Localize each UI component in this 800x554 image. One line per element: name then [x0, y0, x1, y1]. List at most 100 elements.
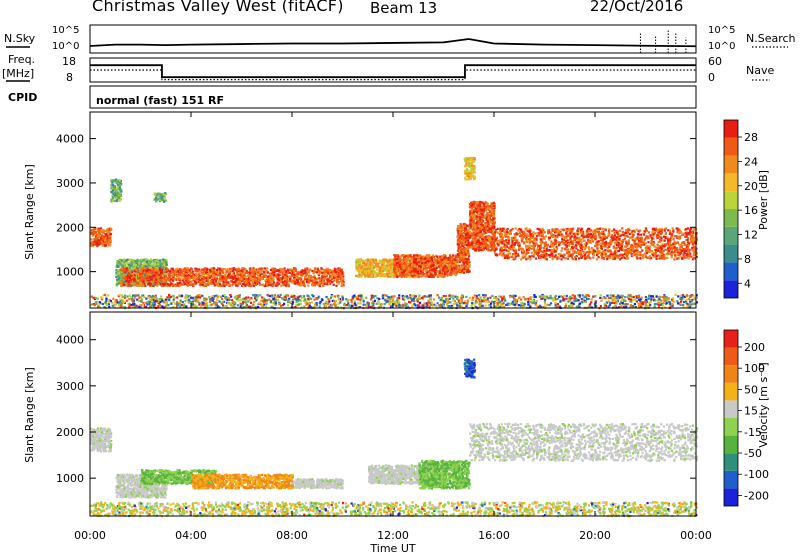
range-gate-cell [385, 264, 389, 267]
range-gate-cell [241, 271, 244, 274]
range-gate-cell [117, 269, 120, 272]
range-gate-cell [199, 279, 203, 282]
range-gate-cell [277, 269, 280, 273]
range-gate-cell [191, 272, 195, 275]
range-gate-cell [362, 260, 366, 263]
range-gate-cell [154, 269, 157, 272]
range-gate-cell [456, 249, 459, 252]
range-gate-cell [138, 282, 141, 285]
range-gate-cell [420, 256, 423, 259]
range-gate-cell [278, 279, 281, 282]
range-gate-cell [433, 255, 436, 259]
range-gate-cell [163, 278, 167, 282]
range-gate-cell [341, 284, 344, 287]
range-gate-cell [161, 265, 164, 268]
range-gate-cell [198, 278, 201, 281]
range-gate-cell [244, 275, 247, 278]
range-gate-cell [174, 272, 177, 275]
range-gate-cell [324, 273, 327, 276]
range-gate-cell [429, 261, 432, 264]
range-gate-cell [441, 258, 444, 261]
range-gate-cell [115, 275, 118, 279]
range-gate-cell [92, 233, 95, 236]
range-gate-cell [112, 179, 115, 182]
range-gate-cell [126, 276, 130, 279]
range-gate-cell [258, 267, 261, 270]
range-gate-cell [162, 197, 166, 200]
range-gate-cell [190, 281, 193, 284]
range-gate-cell [434, 272, 437, 275]
range-gate-cell [208, 276, 211, 279]
range-gate-cell [142, 263, 145, 266]
range-gate-cell [217, 267, 220, 270]
range-gate-cell [331, 271, 334, 274]
range-gate-cell [355, 274, 358, 277]
range-gate-cell [163, 200, 166, 203]
range-gate-cell [388, 258, 391, 261]
range-gate-cell [136, 284, 139, 287]
range-gate-cell [252, 267, 255, 270]
range-gate-cell [207, 275, 210, 278]
range-gate-cell [405, 265, 408, 268]
range-gate-cell [452, 258, 455, 261]
range-gate-cell [193, 278, 196, 281]
range-gate-cell [463, 250, 466, 253]
range-gate-cell [196, 270, 199, 273]
range-gate-cell [304, 271, 307, 275]
range-gate-cell [215, 277, 219, 280]
range-gate-cell [225, 279, 228, 282]
range-gate-cell [297, 277, 300, 280]
range-gate-cell [148, 264, 151, 267]
range-gate-cell [313, 271, 316, 274]
range-gate-cell [154, 281, 157, 285]
range-gate-cell [409, 261, 412, 264]
range-gate-cell [378, 269, 381, 273]
range-gate-cell [106, 229, 109, 232]
range-gate-cell [393, 256, 397, 260]
range-gate-cell [109, 232, 112, 235]
range-gate-cell [99, 227, 103, 230]
range-gate-cell [96, 240, 99, 243]
range-gate-cell [468, 263, 471, 266]
range-gate-cell [151, 274, 154, 277]
range-gate-cell [100, 237, 103, 240]
range-gate-cell [157, 281, 160, 284]
range-gate-cell [111, 183, 115, 186]
range-gate-cell [120, 198, 123, 201]
range-gate-cell [294, 270, 298, 273]
range-gate-cell [139, 263, 142, 266]
range-gate-cell [161, 283, 165, 286]
range-gate-cell [118, 191, 121, 194]
range-gate-cell [284, 283, 287, 287]
range-gate-cell [449, 254, 452, 257]
range-gate-cell [454, 254, 457, 257]
range-gate-cell [222, 268, 225, 271]
range-gate-cell [114, 195, 117, 198]
range-gate-cell [355, 268, 358, 271]
range-gate-cell [377, 263, 380, 266]
range-gate-cell [157, 270, 160, 273]
range-gate-cell [305, 267, 308, 270]
range-gate-cell [207, 277, 210, 280]
range-gate-cell [205, 269, 208, 272]
range-gate-cell [131, 260, 134, 263]
range-gate-cell [101, 244, 104, 247]
range-gate-cell [128, 265, 132, 269]
range-gate-cell [249, 269, 252, 272]
range-gate-cell [408, 255, 411, 258]
range-gate-cell [127, 263, 130, 267]
range-gate-cell [267, 278, 270, 281]
range-gate-cell [160, 271, 163, 274]
range-gate-cell [318, 284, 321, 288]
range-gate-cell [313, 284, 316, 287]
range-gate-cell [117, 186, 120, 189]
search-noise-label: N.Search [746, 32, 796, 45]
range-gate-cell [212, 275, 215, 278]
range-gate-cell [157, 192, 160, 195]
range-gate-cell [110, 198, 113, 201]
range-gate-cell [149, 275, 152, 278]
range-gate-cell [316, 283, 319, 286]
range-gate-cell [187, 279, 190, 282]
range-gate-cell [138, 273, 141, 276]
range-gate-cell [322, 271, 325, 274]
